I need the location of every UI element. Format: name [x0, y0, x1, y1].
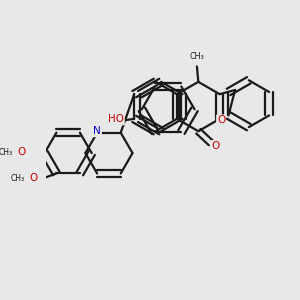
Text: O: O	[29, 173, 37, 183]
Text: O: O	[212, 141, 220, 151]
Text: N: N	[93, 126, 101, 136]
Text: CH₃: CH₃	[0, 148, 13, 157]
Text: CH₃: CH₃	[11, 174, 25, 183]
Text: CH₃: CH₃	[190, 52, 204, 62]
Text: HO: HO	[108, 114, 124, 124]
Text: O: O	[17, 147, 26, 157]
Text: O: O	[217, 115, 225, 125]
